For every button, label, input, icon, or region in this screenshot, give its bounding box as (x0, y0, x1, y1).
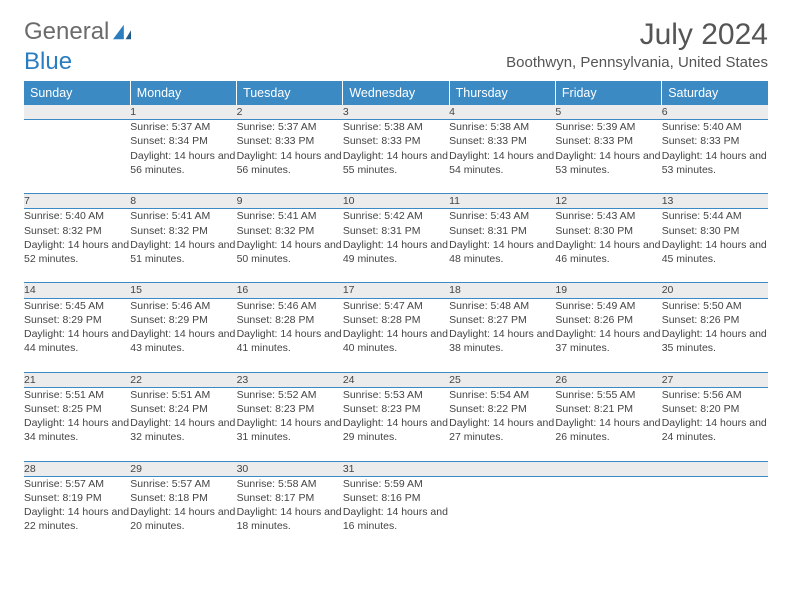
day-detail (449, 476, 555, 550)
daynum-row: 21222324252627 (24, 372, 768, 387)
day-detail: Sunrise: 5:53 AMSunset: 8:23 PMDaylight:… (343, 387, 449, 461)
day-detail: Sunrise: 5:38 AMSunset: 8:33 PMDaylight:… (343, 120, 449, 194)
logo-text-blue: Blue (24, 48, 72, 76)
day-number: 17 (343, 283, 449, 298)
day-header: Monday (130, 81, 236, 105)
day-detail: Sunrise: 5:40 AMSunset: 8:32 PMDaylight:… (24, 209, 130, 283)
day-number: 16 (237, 283, 343, 298)
day-number: 25 (449, 372, 555, 387)
day-number: 23 (237, 372, 343, 387)
detail-row: Sunrise: 5:51 AMSunset: 8:25 PMDaylight:… (24, 387, 768, 461)
logo: General (24, 18, 133, 46)
day-detail: Sunrise: 5:59 AMSunset: 8:16 PMDaylight:… (343, 476, 449, 550)
day-detail: Sunrise: 5:56 AMSunset: 8:20 PMDaylight:… (662, 387, 768, 461)
day-number: 9 (237, 194, 343, 209)
day-detail: Sunrise: 5:41 AMSunset: 8:32 PMDaylight:… (237, 209, 343, 283)
day-detail: Sunrise: 5:52 AMSunset: 8:23 PMDaylight:… (237, 387, 343, 461)
calendar-table: SundayMondayTuesdayWednesdayThursdayFrid… (24, 81, 768, 550)
day-number: 20 (662, 283, 768, 298)
day-detail: Sunrise: 5:37 AMSunset: 8:34 PMDaylight:… (130, 120, 236, 194)
day-number: 5 (555, 105, 661, 120)
day-detail: Sunrise: 5:40 AMSunset: 8:33 PMDaylight:… (662, 120, 768, 194)
day-number: 24 (343, 372, 449, 387)
day-number: 30 (237, 461, 343, 476)
day-detail: Sunrise: 5:39 AMSunset: 8:33 PMDaylight:… (555, 120, 661, 194)
day-detail: Sunrise: 5:57 AMSunset: 8:19 PMDaylight:… (24, 476, 130, 550)
location: Boothwyn, Pennsylvania, United States (506, 54, 768, 71)
day-header: Wednesday (343, 81, 449, 105)
day-detail: Sunrise: 5:49 AMSunset: 8:26 PMDaylight:… (555, 298, 661, 372)
day-number: 11 (449, 194, 555, 209)
day-detail: Sunrise: 5:51 AMSunset: 8:25 PMDaylight:… (24, 387, 130, 461)
day-detail: Sunrise: 5:38 AMSunset: 8:33 PMDaylight:… (449, 120, 555, 194)
day-number (449, 461, 555, 476)
detail-row: Sunrise: 5:45 AMSunset: 8:29 PMDaylight:… (24, 298, 768, 372)
daynum-row: 14151617181920 (24, 283, 768, 298)
day-number: 3 (343, 105, 449, 120)
day-detail: Sunrise: 5:57 AMSunset: 8:18 PMDaylight:… (130, 476, 236, 550)
title-block: July 2024 Boothwyn, Pennsylvania, United… (506, 18, 768, 71)
logo-text-gray: General (24, 18, 109, 46)
day-detail: Sunrise: 5:54 AMSunset: 8:22 PMDaylight:… (449, 387, 555, 461)
day-number: 7 (24, 194, 130, 209)
day-header: Saturday (662, 81, 768, 105)
day-detail: Sunrise: 5:50 AMSunset: 8:26 PMDaylight:… (662, 298, 768, 372)
day-detail: Sunrise: 5:41 AMSunset: 8:32 PMDaylight:… (130, 209, 236, 283)
day-number: 15 (130, 283, 236, 298)
day-detail: Sunrise: 5:51 AMSunset: 8:24 PMDaylight:… (130, 387, 236, 461)
day-number (24, 105, 130, 120)
day-number: 19 (555, 283, 661, 298)
detail-row: Sunrise: 5:40 AMSunset: 8:32 PMDaylight:… (24, 209, 768, 283)
day-detail: Sunrise: 5:43 AMSunset: 8:31 PMDaylight:… (449, 209, 555, 283)
day-header: Sunday (24, 81, 130, 105)
logo-sail-icon (111, 23, 133, 41)
day-number: 12 (555, 194, 661, 209)
detail-row: Sunrise: 5:37 AMSunset: 8:34 PMDaylight:… (24, 120, 768, 194)
day-detail: Sunrise: 5:42 AMSunset: 8:31 PMDaylight:… (343, 209, 449, 283)
day-detail (555, 476, 661, 550)
day-number: 26 (555, 372, 661, 387)
month-title: July 2024 (506, 18, 768, 52)
detail-row: Sunrise: 5:57 AMSunset: 8:19 PMDaylight:… (24, 476, 768, 550)
day-number: 27 (662, 372, 768, 387)
day-detail: Sunrise: 5:37 AMSunset: 8:33 PMDaylight:… (237, 120, 343, 194)
day-detail: Sunrise: 5:55 AMSunset: 8:21 PMDaylight:… (555, 387, 661, 461)
day-number: 31 (343, 461, 449, 476)
daynum-row: 28293031 (24, 461, 768, 476)
day-detail: Sunrise: 5:46 AMSunset: 8:29 PMDaylight:… (130, 298, 236, 372)
day-number: 22 (130, 372, 236, 387)
header: General July 2024 Boothwyn, Pennsylvania… (24, 18, 768, 71)
day-number: 1 (130, 105, 236, 120)
day-detail: Sunrise: 5:46 AMSunset: 8:28 PMDaylight:… (237, 298, 343, 372)
day-number: 18 (449, 283, 555, 298)
day-detail: Sunrise: 5:48 AMSunset: 8:27 PMDaylight:… (449, 298, 555, 372)
day-number (662, 461, 768, 476)
day-number: 21 (24, 372, 130, 387)
day-number: 13 (662, 194, 768, 209)
day-detail: Sunrise: 5:43 AMSunset: 8:30 PMDaylight:… (555, 209, 661, 283)
day-detail: Sunrise: 5:45 AMSunset: 8:29 PMDaylight:… (24, 298, 130, 372)
day-number: 14 (24, 283, 130, 298)
day-detail: Sunrise: 5:47 AMSunset: 8:28 PMDaylight:… (343, 298, 449, 372)
day-number: 10 (343, 194, 449, 209)
day-header: Thursday (449, 81, 555, 105)
day-number: 29 (130, 461, 236, 476)
day-number: 28 (24, 461, 130, 476)
day-number: 8 (130, 194, 236, 209)
day-header: Tuesday (237, 81, 343, 105)
day-number (555, 461, 661, 476)
day-number: 4 (449, 105, 555, 120)
day-header: Friday (555, 81, 661, 105)
day-detail (24, 120, 130, 194)
day-number: 2 (237, 105, 343, 120)
day-detail (662, 476, 768, 550)
day-detail: Sunrise: 5:44 AMSunset: 8:30 PMDaylight:… (662, 209, 768, 283)
daynum-row: 78910111213 (24, 194, 768, 209)
day-header-row: SundayMondayTuesdayWednesdayThursdayFrid… (24, 81, 768, 105)
day-detail: Sunrise: 5:58 AMSunset: 8:17 PMDaylight:… (237, 476, 343, 550)
daynum-row: 123456 (24, 105, 768, 120)
day-number: 6 (662, 105, 768, 120)
